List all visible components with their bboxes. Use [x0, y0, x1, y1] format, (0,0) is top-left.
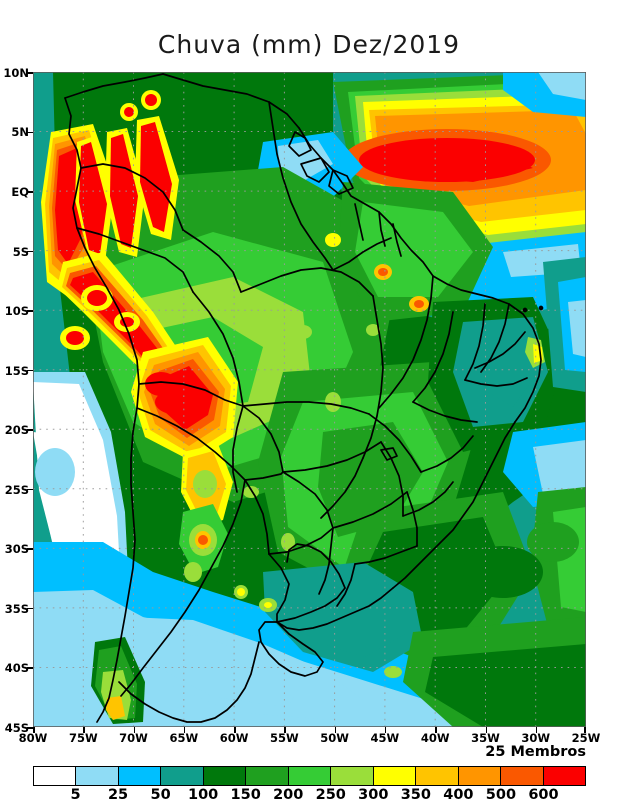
colorbar-tick-label: 50 [150, 787, 171, 803]
y-tick-label: 40S [4, 661, 29, 675]
page-title: Chuva (mm) Dez/2019 [157, 30, 461, 59]
y-tick-label: 15S [4, 364, 29, 378]
y-tick [27, 72, 33, 74]
x-tick [334, 727, 337, 733]
y-tick-label: EQ [11, 185, 29, 199]
colorbar-legend: 5 25 50 100 150 200 250 300 350 400 500 600 [33, 766, 586, 803]
y-tick-label: 5S [12, 245, 29, 259]
colorbar-segment [331, 767, 374, 785]
y-tick-label: 5N [11, 125, 29, 139]
colorbar-tick-label: 300 [358, 787, 389, 803]
colorbar-segment [458, 767, 502, 785]
colorbar-tick-label: 25 [107, 787, 129, 803]
x-tick [33, 727, 35, 733]
x-tick [485, 727, 488, 733]
y-tick-label: 10S [4, 304, 29, 318]
x-tick [384, 727, 387, 733]
colorbar-tick-label: 400 [443, 787, 474, 803]
coastline-and-borders [64, 73, 544, 723]
y-tick [27, 607, 33, 610]
y-tick [27, 429, 33, 431]
x-tick [83, 727, 85, 733]
x-tick [535, 727, 538, 733]
y-tick [27, 727, 33, 729]
colorbar-swatches [33, 766, 586, 786]
y-tick-label: 25S [4, 483, 29, 497]
y-tick [27, 310, 33, 312]
y-tick [27, 667, 33, 669]
map-plot-area [33, 72, 586, 727]
x-tick-label: 45W [370, 731, 400, 745]
members-annotation: 25 Membros [485, 744, 586, 760]
colorbar-tick-label: 150 [230, 787, 261, 803]
y-tick [27, 488, 33, 491]
y-tick-label: 45S [4, 721, 29, 735]
colorbar-tick-label: 200 [273, 787, 304, 803]
x-tick-label: 75W [68, 731, 98, 745]
colorbar-segment [118, 767, 162, 785]
y-tick [27, 250, 33, 253]
colorbar-segment [34, 767, 77, 785]
colorbar-segment [246, 767, 289, 785]
y-tick [27, 369, 33, 372]
x-tick-label: 50W [320, 731, 349, 745]
x-tick-label: 35W [471, 731, 500, 745]
colorbar-tick-label: 250 [315, 787, 346, 803]
x-tick-label: 55W [270, 731, 299, 745]
precipitation-contour-map [33, 72, 586, 727]
colorbar-tick-label: 100 [188, 787, 219, 803]
colorbar-segment [76, 767, 119, 785]
colorbar-segment [288, 767, 332, 785]
colorbar-segment [373, 767, 417, 785]
colorbar-tick-label: 5 [70, 787, 81, 803]
x-tick [234, 727, 236, 733]
x-tick-label: 80W [18, 731, 48, 745]
x-tick-label: 70W [119, 731, 148, 745]
x-tick-label: 60W [219, 731, 249, 745]
x-tick [284, 727, 286, 733]
colorbar-segment [501, 767, 544, 785]
x-tick [584, 727, 586, 733]
y-tick-label: 35S [4, 602, 29, 616]
x-tick [183, 727, 186, 733]
y-tick-label: 20S [4, 423, 29, 437]
colorbar-segment [203, 767, 247, 785]
colorbar-tick-label: 500 [485, 787, 517, 803]
y-tick [27, 548, 33, 550]
colorbar-tick-label: 350 [400, 787, 431, 803]
colorbar-segment [161, 767, 204, 785]
x-tick [435, 727, 437, 733]
colorbar-tick-label: 600 [528, 787, 559, 803]
x-tick-label: 25W [571, 731, 601, 745]
y-tick-label: 10N [3, 66, 29, 80]
y-tick-label: 30S [4, 542, 29, 556]
y-tick [27, 191, 33, 193]
x-tick-label: 40W [420, 731, 450, 745]
y-tick [27, 131, 33, 134]
colorbar-segment [543, 767, 586, 785]
x-tick [133, 727, 136, 733]
x-tick-label: 30W [521, 731, 551, 745]
x-tick-label: 65W [169, 731, 199, 745]
colorbar-segment [416, 767, 459, 785]
